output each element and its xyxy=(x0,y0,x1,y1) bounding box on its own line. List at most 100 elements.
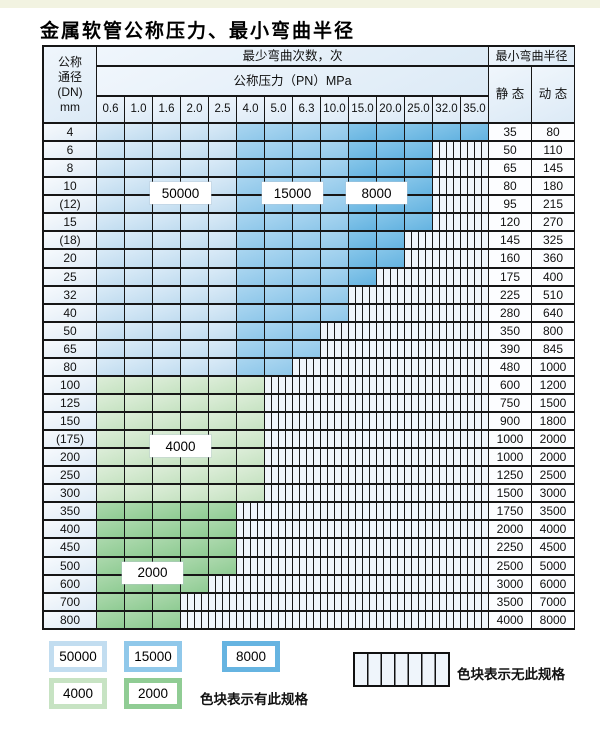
no-spec-cell xyxy=(405,322,432,339)
no-spec-cell xyxy=(433,160,460,177)
static-value-cell: 390 xyxy=(489,340,531,357)
dynamic-value-cell: 845 xyxy=(532,340,574,357)
no-spec-text: 色块表示无此规格 xyxy=(457,667,565,682)
spec-cell xyxy=(181,467,208,484)
no-spec-cell xyxy=(265,557,292,574)
spec-cell xyxy=(209,142,236,159)
no-spec-cell xyxy=(433,593,460,610)
has-spec-text: 色块表示有此规格 xyxy=(200,692,308,707)
dynamic-value-cell: 360 xyxy=(532,250,574,267)
spec-cell xyxy=(265,268,292,285)
spec-cell xyxy=(153,611,180,628)
static-value-cell: 280 xyxy=(489,304,531,321)
no-spec-cell xyxy=(377,557,404,574)
static-value-cell: 2500 xyxy=(489,557,531,574)
legend-swatch-label: 15000 xyxy=(129,646,177,667)
no-spec-cell xyxy=(461,214,488,231)
no-spec-cell xyxy=(181,611,208,628)
static-value-cell: 1750 xyxy=(489,503,531,520)
dn-cell: 10 xyxy=(44,178,96,195)
spec-cell xyxy=(237,142,264,159)
no-spec-cell xyxy=(209,611,236,628)
no-spec-cell xyxy=(433,376,460,393)
spec-cell xyxy=(209,160,236,177)
spec-cell xyxy=(349,124,376,141)
spec-cell xyxy=(153,593,180,610)
dn-cell: (18) xyxy=(44,232,96,249)
no-spec-cell xyxy=(405,467,432,484)
spec-cell xyxy=(209,358,236,375)
dn-cell: 100 xyxy=(44,376,96,393)
no-spec-cell xyxy=(349,503,376,520)
no-spec-cell xyxy=(349,449,376,466)
spec-cell xyxy=(321,160,348,177)
spec-cell xyxy=(97,557,124,574)
no-spec-cell xyxy=(433,394,460,411)
no-spec-cell xyxy=(349,557,376,574)
no-spec-cell xyxy=(461,142,488,159)
no-spec-cell xyxy=(405,503,432,520)
no-spec-cell xyxy=(349,340,376,357)
spec-cell xyxy=(349,232,376,249)
static-value-cell: 175 xyxy=(489,268,531,285)
dn-cell: 20 xyxy=(44,250,96,267)
no-spec-cell xyxy=(293,485,320,502)
no-spec-cell xyxy=(321,575,348,592)
spec-cell xyxy=(181,376,208,393)
spec-cell xyxy=(97,124,124,141)
no-spec-cell xyxy=(293,394,320,411)
legend: 色块表示有此规格 色块表示无此规格 50000 15000 8000 4000 2000 xyxy=(0,630,600,743)
spec-cell xyxy=(97,268,124,285)
spec-cell xyxy=(209,467,236,484)
dynamic-value-cell: 400 xyxy=(532,268,574,285)
no-spec-cell xyxy=(433,250,460,267)
no-spec-cell xyxy=(461,503,488,520)
no-spec-cell xyxy=(265,376,292,393)
no-spec-cell xyxy=(461,232,488,249)
no-spec-cell xyxy=(377,539,404,556)
no-spec-cell xyxy=(265,503,292,520)
no-spec-cell xyxy=(405,539,432,556)
spec-cell xyxy=(97,449,124,466)
page-title: 金属软管公称压力、最小弯曲半径 xyxy=(40,21,356,42)
spec-cell xyxy=(209,250,236,267)
no-spec-cell xyxy=(237,521,264,538)
spec-cell xyxy=(125,268,152,285)
no-spec-cell xyxy=(433,322,460,339)
spec-cell xyxy=(181,160,208,177)
spec-cell xyxy=(181,413,208,430)
spec-cell xyxy=(97,304,124,321)
pressure-column-header: 0.6 xyxy=(97,97,124,122)
spec-cell xyxy=(125,358,152,375)
spec-cell xyxy=(97,322,124,339)
no-spec-cell xyxy=(321,322,348,339)
no-spec-cell xyxy=(293,358,320,375)
bend-count-header: 最少弯曲次数，次 xyxy=(97,47,488,65)
dn-cell: 40 xyxy=(44,304,96,321)
spec-cell xyxy=(237,196,264,213)
no-spec-cell xyxy=(461,268,488,285)
spec-cell xyxy=(209,503,236,520)
dynamic-value-cell: 800 xyxy=(532,322,574,339)
static-value-cell: 1250 xyxy=(489,467,531,484)
no-spec-cell xyxy=(237,575,264,592)
spec-cell xyxy=(237,431,264,448)
dynamic-value-cell: 2500 xyxy=(532,467,574,484)
spec-cell xyxy=(377,142,404,159)
no-spec-cell xyxy=(405,286,432,303)
no-spec-cell xyxy=(349,394,376,411)
no-spec-cell xyxy=(293,575,320,592)
no-spec-cell xyxy=(293,539,320,556)
no-spec-cell xyxy=(349,539,376,556)
spec-cell xyxy=(97,250,124,267)
dn-cell: 450 xyxy=(44,539,96,556)
spec-cell xyxy=(321,196,348,213)
spec-cell xyxy=(293,232,320,249)
spec-cell xyxy=(181,485,208,502)
spec-cell xyxy=(377,160,404,177)
spec-cell xyxy=(153,142,180,159)
spec-cell xyxy=(265,250,292,267)
no-spec-cell xyxy=(293,449,320,466)
spec-cell xyxy=(125,214,152,231)
dn-cell: 500 xyxy=(44,557,96,574)
